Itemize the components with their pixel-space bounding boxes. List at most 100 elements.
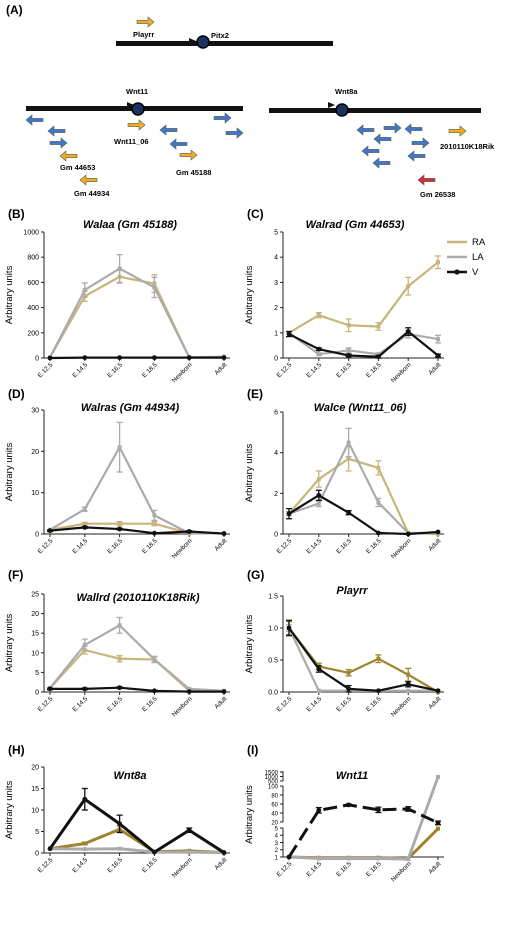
data-point-v bbox=[47, 846, 53, 852]
panel-letter-a: (A) bbox=[6, 3, 23, 17]
data-point-v bbox=[117, 821, 122, 827]
data-point-la bbox=[187, 686, 192, 691]
data-point-la bbox=[82, 847, 87, 852]
y-tick-label: 30 bbox=[31, 408, 39, 415]
series-line-ra bbox=[288, 827, 440, 860]
chart-title-d: Walras (Gm 44934) bbox=[81, 402, 180, 414]
x-tick-label: Adult bbox=[213, 361, 228, 376]
series-line-v bbox=[288, 627, 439, 692]
x-tick-label: E.16,5 bbox=[335, 860, 353, 878]
y-tick-label: 1500 bbox=[265, 770, 279, 776]
y-tick-label: 600 bbox=[27, 280, 39, 287]
y-tick-label: 5 bbox=[35, 829, 39, 836]
data-point-v bbox=[316, 807, 322, 813]
transcript-arrow-left-17 bbox=[404, 123, 423, 135]
y-tick-label: 0 bbox=[35, 356, 39, 363]
data-point-v bbox=[286, 854, 292, 860]
data-point-v bbox=[435, 688, 441, 694]
data-point-la bbox=[376, 500, 381, 505]
x-tick-label: Newborn bbox=[390, 361, 413, 384]
wnt8a-label: Wnt8a bbox=[335, 87, 358, 96]
data-point-v bbox=[152, 688, 157, 694]
wnt11-label: Wnt11 bbox=[126, 87, 148, 96]
y-tick-label: 400 bbox=[27, 305, 39, 312]
data-point-ra bbox=[316, 313, 321, 318]
series-line-v bbox=[49, 526, 225, 535]
y-tick-label: 0 bbox=[274, 356, 278, 363]
panel-letter-g: (G) bbox=[247, 568, 264, 582]
y-tick-label: 4 bbox=[274, 255, 278, 262]
legend: RA LA V bbox=[447, 237, 486, 278]
series-la bbox=[48, 254, 226, 360]
y-tick-label: 0 bbox=[35, 690, 39, 697]
data-point-la bbox=[117, 266, 122, 271]
data-point-la bbox=[376, 352, 381, 357]
x-tick-label: Adult bbox=[213, 856, 228, 871]
chart-title-c: Walrad (Gm 44653) bbox=[306, 219, 405, 231]
data-point-la bbox=[436, 337, 440, 342]
data-point-v bbox=[346, 510, 351, 516]
data-point-ra bbox=[406, 284, 411, 289]
data-point-v bbox=[316, 346, 322, 352]
y-tick-label: 40 bbox=[271, 811, 278, 817]
series-la bbox=[286, 427, 440, 535]
gm45188-label: Gm 45188 bbox=[176, 168, 211, 177]
x-tick-label: E.18,5 bbox=[141, 361, 159, 379]
data-point-la bbox=[316, 856, 321, 861]
y-tick-label: 1000 bbox=[265, 775, 279, 781]
x-tick-label: E.14,5 bbox=[71, 361, 89, 379]
data-point-v bbox=[435, 353, 441, 358]
series-line-v bbox=[50, 686, 224, 693]
transcript-arrow-right-18 bbox=[411, 137, 430, 149]
wnt11-gene-node bbox=[131, 102, 145, 116]
data-point-v bbox=[186, 355, 192, 361]
data-point-ra bbox=[406, 672, 411, 677]
x-tick-label: Newborn bbox=[171, 695, 194, 718]
y-tick-label: 2 bbox=[274, 305, 278, 312]
transcript-arrow-left-19 bbox=[407, 150, 426, 162]
data-point-v bbox=[82, 355, 88, 361]
y-tick-label: 2 bbox=[274, 491, 278, 498]
y-tick-label: 15 bbox=[31, 786, 39, 793]
x-tick-label: Newborn bbox=[171, 537, 194, 560]
series-v bbox=[47, 524, 227, 536]
y-tick-label: 0.5 bbox=[268, 658, 278, 665]
x-tick-label: E.18,5 bbox=[141, 856, 159, 874]
data-point-ra bbox=[152, 521, 157, 526]
x-tick-label: Newborn bbox=[171, 856, 194, 879]
data-point-ra bbox=[346, 456, 351, 461]
data-point-v bbox=[152, 530, 157, 536]
transcript-arrow-left-15 bbox=[361, 145, 380, 157]
x-tick-label: E.14,5 bbox=[71, 537, 89, 555]
series-line-ra bbox=[288, 261, 439, 334]
data-point-ra bbox=[376, 656, 381, 661]
chart-b: (B) Walaa (Gm 45188) Arbitrary units 0 200 40… bbox=[4, 207, 230, 384]
y-tick-label: 0.0 bbox=[268, 690, 278, 697]
data-point-la bbox=[117, 445, 122, 450]
panel-letter-e: (E) bbox=[247, 387, 263, 401]
y-tick-label: 1 bbox=[275, 855, 279, 861]
y-axis-label: Arbitrary units bbox=[244, 443, 255, 502]
series-line-v bbox=[288, 494, 439, 536]
data-point-v bbox=[435, 529, 441, 535]
y-tick-label: 3 bbox=[274, 280, 278, 287]
y-axis-label: Arbitrary units bbox=[4, 265, 15, 324]
transcript-arrow-right-0 bbox=[136, 16, 155, 28]
data-point-v bbox=[286, 331, 292, 337]
data-point-ra bbox=[117, 521, 122, 526]
data-point-v bbox=[221, 531, 227, 536]
series-line-v bbox=[287, 803, 439, 858]
chart-e: (E) Walce (Wnt11_06) Arbitrary units 0 2 4 6 E.… bbox=[244, 387, 444, 560]
x-tick-label: E.16,5 bbox=[106, 361, 124, 379]
legend-label-ra: RA bbox=[472, 237, 486, 248]
x-tick-label: E.14,5 bbox=[305, 537, 323, 555]
data-point-la bbox=[346, 856, 351, 861]
data-point-ra bbox=[436, 260, 440, 265]
y-tick-label: 500 bbox=[268, 779, 279, 785]
y-tick-label: 80 bbox=[271, 793, 278, 799]
data-point-v bbox=[186, 529, 192, 534]
gm44934-label: Gm 44934 bbox=[74, 189, 110, 198]
transcript-arrow-right-11 bbox=[225, 127, 244, 139]
data-point-ra bbox=[117, 656, 122, 661]
data-point-ra bbox=[436, 826, 440, 831]
